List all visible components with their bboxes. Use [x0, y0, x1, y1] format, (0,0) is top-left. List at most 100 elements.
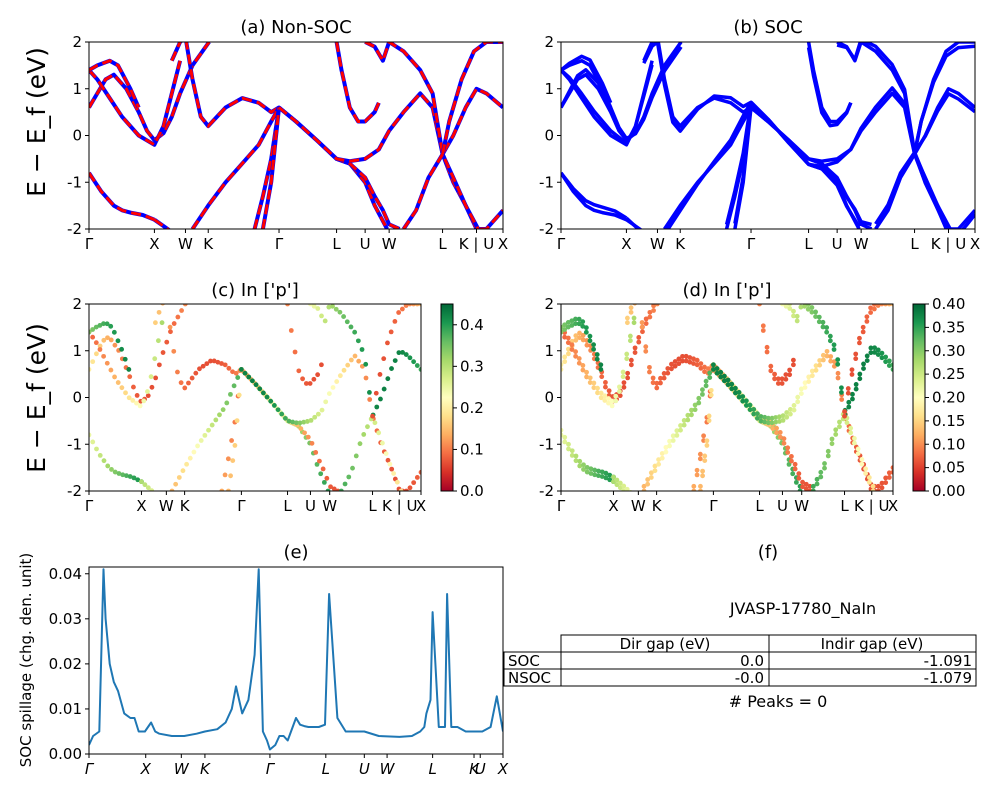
panel-d-point	[710, 362, 716, 368]
panel-d-point	[692, 402, 698, 408]
panel-d-point	[853, 356, 859, 362]
gap-table: Dir gap (eV) Indir gap (eV) SOC 0.0 -1.0…	[503, 634, 977, 687]
panel-d-point	[627, 338, 633, 344]
panel-c-point	[204, 361, 210, 367]
panel-d-point	[769, 420, 775, 426]
panel-d-point	[694, 472, 700, 478]
panel-d-point	[625, 375, 631, 381]
panel-c-point	[90, 327, 96, 332]
panel-d-point	[607, 472, 613, 478]
panel-c-point	[275, 407, 281, 413]
panel-c-point	[127, 374, 133, 380]
panel-d-point	[606, 396, 611, 401]
panel-d-point	[718, 369, 724, 375]
panel-c-point	[126, 367, 132, 372]
panel-c-point	[325, 488, 331, 491]
panel-d-point	[875, 304, 881, 308]
panel-d-point	[584, 464, 590, 470]
panel-d-point	[669, 361, 674, 367]
panel-e-ytick-label: 0.04	[49, 565, 82, 583]
panel-d-point	[859, 457, 865, 462]
panel-d-point	[580, 332, 586, 338]
panel-c-point	[411, 359, 417, 365]
panel-d-point	[681, 422, 687, 428]
panel-c-xtick-label: W	[159, 497, 174, 515]
panel-c-point	[97, 343, 103, 349]
panel-d-point	[587, 333, 593, 339]
panel-d-point	[868, 305, 874, 311]
panel-c-point	[377, 372, 383, 377]
panel-c-point	[399, 306, 405, 312]
panel-c-point	[105, 463, 111, 469]
panel-d-point	[764, 344, 770, 350]
panel-c-point	[226, 488, 231, 491]
panel-d-point	[566, 446, 571, 452]
panel-d-point	[825, 453, 831, 459]
panel-d-point	[602, 398, 608, 403]
panel-b-band-13-1	[874, 150, 950, 229]
panel-c-point	[145, 393, 151, 399]
panel-d-point	[576, 321, 582, 327]
panel-d-point	[636, 297, 641, 302]
panel-d-point	[803, 481, 809, 487]
panel-a-xtick-label: X	[498, 235, 508, 253]
panel-d-point	[887, 297, 892, 302]
panel-d-point	[636, 339, 642, 345]
panel-d-colorbar-tick-label: 0.30	[932, 342, 965, 360]
panel-d-point	[573, 353, 579, 359]
panel-d-point	[614, 477, 620, 483]
panel-b-xtick-label: W	[854, 235, 869, 253]
panel-d-point	[598, 395, 604, 401]
panel-d-point	[886, 358, 892, 364]
panel-c-point	[392, 358, 398, 364]
panel-d-point	[740, 394, 746, 399]
panel-d-point	[849, 372, 855, 377]
panel-d-point	[701, 433, 706, 439]
panel-d-point	[569, 448, 575, 454]
panel-d-point	[565, 335, 571, 341]
panel-b-xtick-label: L	[910, 235, 919, 253]
panel-e-ytick-label: 0.02	[49, 655, 82, 673]
panel-e: (e) SOC spillage (chg. den. unit) 0.00 0.…	[17, 542, 509, 778]
panel-c-point	[234, 418, 240, 424]
panel-b-band-6-1	[666, 101, 753, 229]
panel-e-xtick-label: U	[475, 760, 486, 778]
panel-c-point	[228, 473, 233, 479]
panel-d-point	[620, 374, 626, 380]
panel-d-point	[674, 428, 680, 434]
panel-c-point	[94, 351, 99, 357]
panel-c-point	[182, 385, 188, 391]
panel-c-point	[389, 366, 394, 371]
panel-d-point	[883, 475, 889, 481]
panel-c-point	[229, 438, 234, 443]
panel-c-point	[297, 420, 303, 426]
panel-d-point	[787, 304, 793, 307]
panel-c-point	[164, 339, 170, 345]
panel-c-point	[418, 304, 421, 307]
panel-c-point	[155, 338, 161, 344]
panel-c-point	[108, 323, 114, 329]
panel-c-point	[156, 362, 162, 368]
panel-c-point	[352, 353, 358, 359]
panel-d-point	[624, 486, 630, 491]
panel-d-point	[627, 333, 633, 339]
panel-d-colorbar-gradient	[912, 303, 926, 492]
panel-c-point	[116, 471, 122, 476]
panel-d-point	[580, 362, 586, 368]
panel-c-point	[230, 458, 236, 464]
panel-e-xtick-label: Γ	[85, 760, 95, 778]
panel-c-point	[134, 393, 140, 398]
panel-c-point	[141, 398, 147, 404]
panel-d-point	[814, 476, 820, 482]
panel-c-point	[260, 390, 266, 396]
panel-d-point	[876, 298, 881, 303]
panel-c-point	[135, 477, 141, 483]
panel-d-point	[818, 469, 824, 475]
panel-d-point	[663, 444, 669, 450]
panel-d-point	[780, 297, 785, 302]
panel-c-point	[189, 375, 195, 381]
panel-c-point	[131, 384, 136, 390]
panel-d-point	[758, 418, 764, 424]
panel-c-point	[331, 486, 337, 491]
panel-d-point	[683, 358, 689, 364]
